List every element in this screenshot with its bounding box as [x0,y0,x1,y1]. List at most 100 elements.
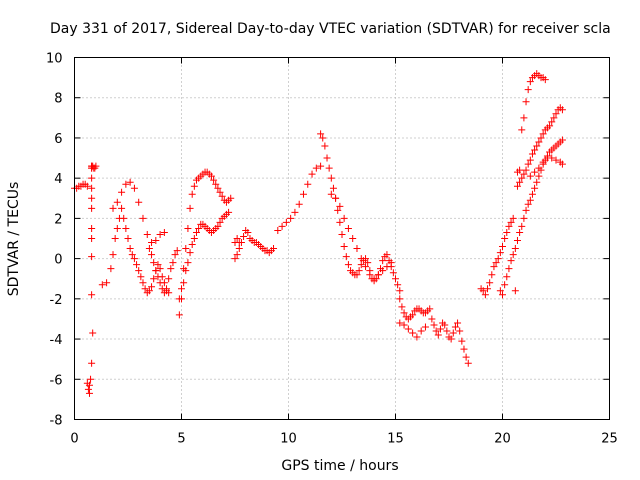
data-point [178,295,185,303]
data-point [518,174,526,182]
data-point [233,251,241,259]
data-point [308,170,316,178]
data-point [541,76,549,84]
data-point [154,273,162,281]
data-point [317,130,325,138]
data-point [235,245,243,253]
data-point [522,206,530,214]
data-point [180,279,188,287]
data-point [92,162,100,170]
data-point [501,235,509,242]
x-tick-label: 25 [601,432,618,447]
data-point [156,279,164,287]
data-point [270,245,278,253]
data-point [88,204,96,212]
data-point [186,249,194,257]
data-point [145,287,153,295]
data-point [148,239,156,247]
data-point [505,222,513,230]
data-point [417,327,425,335]
data-point [340,214,348,222]
data-point [325,164,333,172]
data-point [558,136,566,144]
data-point [513,182,521,190]
data-point [537,134,545,142]
data-point [126,245,134,253]
data-point [464,359,472,367]
data-point [533,142,541,150]
data-point [327,190,335,198]
data-point [550,114,558,122]
data-point [428,315,436,323]
data-point [409,329,417,337]
data-point [528,150,536,158]
data-point [291,208,299,216]
data-point [137,273,145,281]
data-point [89,329,97,337]
grid [74,57,610,420]
data-point [366,271,374,279]
data-point [195,224,203,232]
data-point [111,235,119,242]
y-tick-label: 8 [54,92,62,107]
data-point [130,255,138,263]
x-tick-labels: 0 5 10 15 20 25 [70,432,617,447]
data-point [511,287,519,295]
data-point [389,269,397,277]
data-point [233,235,241,242]
data-point [171,251,179,259]
data-point [409,311,417,319]
data-point [353,271,361,279]
data-point [84,385,92,393]
data-point [454,319,462,327]
data-point [400,309,408,317]
data-point [317,162,325,170]
data-point [214,184,222,192]
data-point [370,275,378,283]
data-point [88,184,96,192]
data-point [535,138,543,146]
data-point [404,325,412,333]
data-point [139,214,147,222]
data-point [287,214,295,222]
data-point [552,110,560,118]
data-point [507,257,515,265]
x-tick-label: 15 [387,432,404,447]
data-point [443,327,451,335]
data-point [513,168,521,176]
data-point [278,222,286,230]
data-point [214,222,222,230]
data-point [188,190,196,198]
data-points [71,70,566,397]
data-point [535,164,543,172]
data-point [216,218,224,226]
x-tick-label: 20 [494,432,511,447]
data-point [516,178,524,186]
data-point [85,389,93,397]
data-point [546,122,554,130]
data-point [88,291,96,299]
data-point [323,154,331,162]
data-point [387,259,395,267]
data-point [188,241,196,249]
data-point [362,263,370,271]
data-point [518,126,526,134]
data-point [441,321,449,329]
y-tick-label: 4 [54,172,62,187]
data-point [143,230,151,238]
data-point [531,184,539,192]
data-point [332,194,340,202]
y-tick-label: -6 [50,373,63,388]
data-point [355,267,363,275]
data-point [394,281,402,289]
data-point [321,142,329,150]
data-point [240,232,248,240]
y-tick-label: -2 [50,293,63,308]
data-point [135,198,143,206]
data-point [503,273,511,281]
data-point [430,321,438,329]
data-point [113,198,121,206]
data-point [169,259,177,267]
data-point [486,279,494,287]
